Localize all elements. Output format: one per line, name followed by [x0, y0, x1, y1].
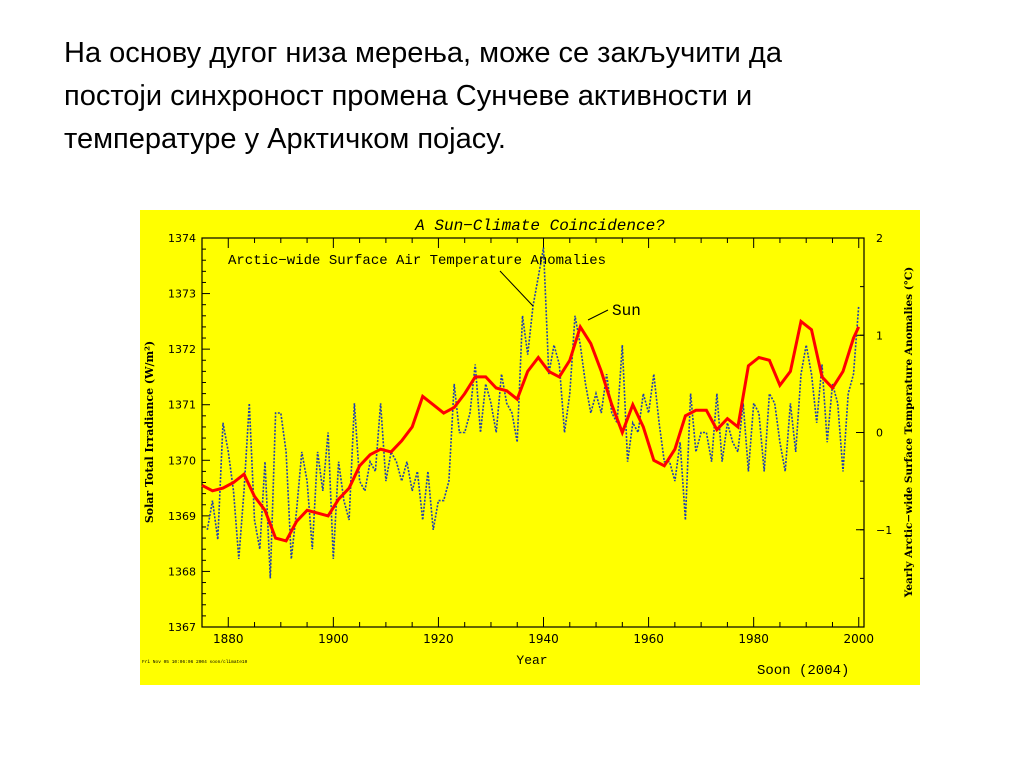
left-axis-tick-label: 1369	[168, 510, 196, 523]
left-axis-tick-label: 1374	[168, 232, 196, 245]
right-axis-tick-label: −1	[876, 524, 892, 537]
left-axis-tick-label: 1367	[168, 621, 196, 634]
left-axis-tick-label: 1373	[168, 288, 196, 301]
left-axis-tick-label: 1371	[168, 399, 196, 412]
x-axis-tick-label: 1880	[213, 632, 244, 646]
left-axis-ticks: 1367 1368 1369 1370 1371 1372 1373 1374	[168, 232, 210, 634]
sun-climate-chart: A Sun−Climate Coincidence? 1367136813691…	[140, 210, 920, 685]
right-axis-ticks: −1 0 1 2	[856, 232, 892, 628]
chart-title: A Sun−Climate Coincidence?	[414, 217, 665, 235]
temperature-anomaly-line	[206, 247, 860, 579]
y-axis-right-label: Yearly Arctic−wide Surface Temperature A…	[903, 267, 915, 599]
x-axis-tick-label: 1900	[318, 632, 349, 646]
left-axis-tick-label: 1368	[168, 565, 196, 578]
slide-line-3: температуре у Арктичком појасу.	[64, 123, 506, 155]
left-axis-tick-label: 1372	[168, 343, 196, 356]
left-axis-tick-label: 1370	[168, 454, 196, 467]
temperature-series-label: Arctic−wide Surface Air Temperature Anom…	[228, 253, 606, 269]
sun-label-pointer	[587, 309, 609, 321]
slide-line-1: На основу дугог низа мерења, може се зак…	[64, 37, 782, 69]
slide-line-2: постоји синхроност промена Сунчеве актив…	[64, 80, 753, 112]
x-axis-tick-label: 1960	[633, 632, 664, 646]
slide-text: На основу дугог низа мерења, може се зак…	[64, 32, 964, 161]
x-axis-tick-label: 1920	[423, 632, 454, 646]
x-axis-ticks: 1880 1900 1920 1940 1960 1980 2000	[213, 238, 874, 646]
x-axis-tick-label: 1980	[738, 632, 769, 646]
y-axis-left-label: Solar Total Irradiance (W/m²)	[143, 341, 156, 523]
sun-series-label: Sun	[612, 302, 641, 320]
x-axis-label: Year	[516, 653, 547, 668]
x-axis-tick-label: 1940	[528, 632, 559, 646]
temperature-label-pointer	[499, 270, 534, 307]
source-citation: Soon (2004)	[757, 663, 849, 679]
x-axis-tick-label: 2000	[843, 632, 874, 646]
solar-irradiance-line	[201, 318, 861, 543]
right-axis-tick-label: 2	[876, 232, 883, 245]
right-axis-tick-label: 1	[876, 329, 883, 342]
timestamp-stamp: Fri Nov 05 10:06:06 2004 soon/climate10	[142, 659, 248, 665]
chart-background	[140, 210, 920, 685]
right-axis-tick-label: 0	[876, 427, 883, 440]
